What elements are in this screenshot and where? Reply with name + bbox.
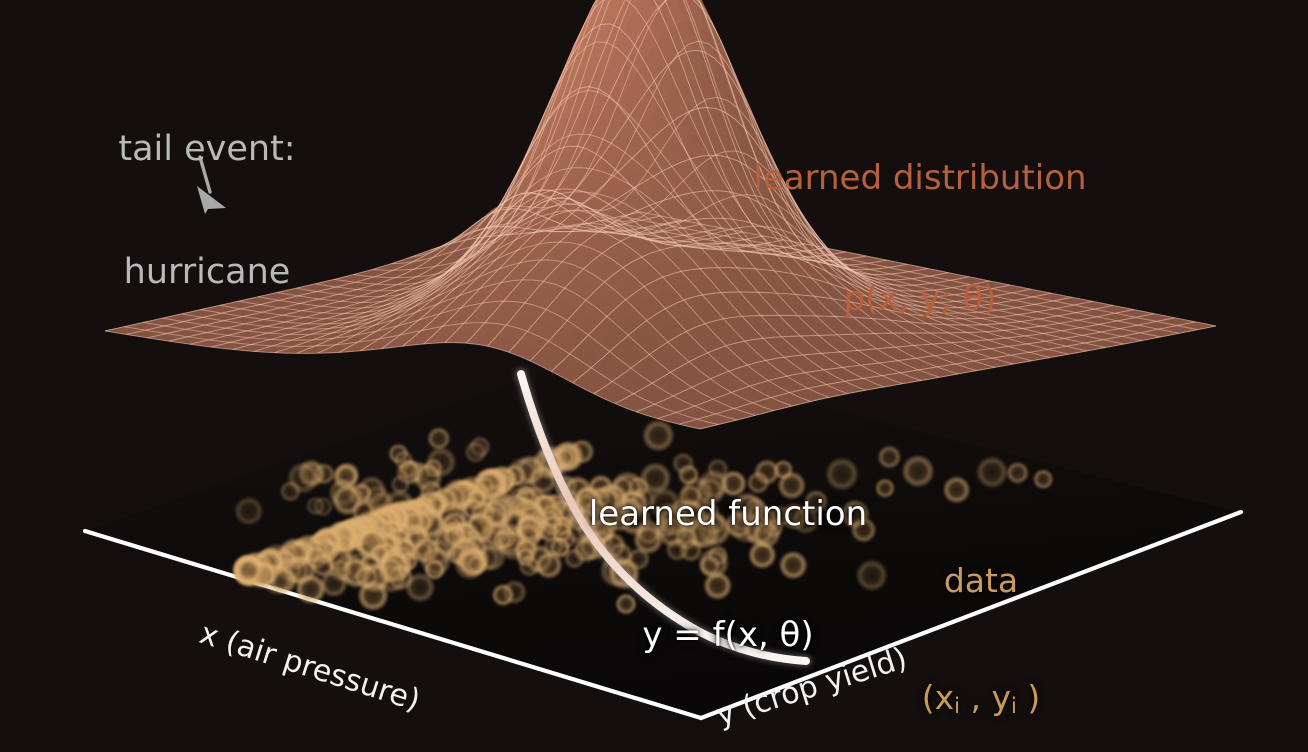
data-point	[791, 506, 819, 534]
arrow-head	[197, 186, 226, 214]
data-point	[825, 457, 859, 491]
data-point	[518, 555, 540, 577]
y-axis-line	[698, 509, 1244, 721]
data-point	[943, 476, 970, 504]
x-axis-line	[82, 528, 704, 721]
data-point	[464, 441, 487, 463]
data-point	[804, 490, 828, 514]
data-point	[779, 551, 807, 579]
data-point	[306, 496, 325, 516]
data-point	[234, 497, 263, 526]
data-point	[976, 456, 1008, 488]
data-point	[1006, 462, 1029, 484]
data-point	[358, 580, 389, 611]
data-point	[535, 551, 563, 579]
data-point	[642, 420, 674, 452]
data-point	[633, 525, 663, 554]
data-point	[424, 559, 446, 580]
data-point	[748, 541, 776, 569]
data-point	[564, 548, 585, 569]
data-point	[615, 593, 637, 615]
data-point	[405, 572, 435, 603]
data-point	[703, 571, 732, 600]
density-surface	[104, 0, 1217, 430]
data-point	[280, 481, 301, 502]
data-point	[320, 570, 348, 597]
arrow-shaft	[198, 155, 212, 194]
data-point	[295, 574, 326, 604]
data-point	[902, 455, 934, 488]
data-point	[454, 549, 485, 580]
data-point	[778, 471, 806, 500]
data-point	[492, 584, 514, 606]
data-point	[747, 471, 770, 494]
tail-event-arrow	[197, 155, 226, 214]
data-point	[752, 520, 781, 548]
data-point	[851, 517, 876, 543]
data-point	[390, 474, 410, 494]
data-point	[427, 427, 450, 450]
data-point	[666, 538, 689, 561]
data-point	[234, 556, 263, 585]
data-point	[856, 560, 888, 591]
data-point	[878, 445, 901, 469]
learned-function-curve-glow	[514, 367, 813, 668]
data-point	[699, 555, 721, 576]
data-point	[875, 478, 895, 498]
data-point	[1033, 469, 1053, 490]
